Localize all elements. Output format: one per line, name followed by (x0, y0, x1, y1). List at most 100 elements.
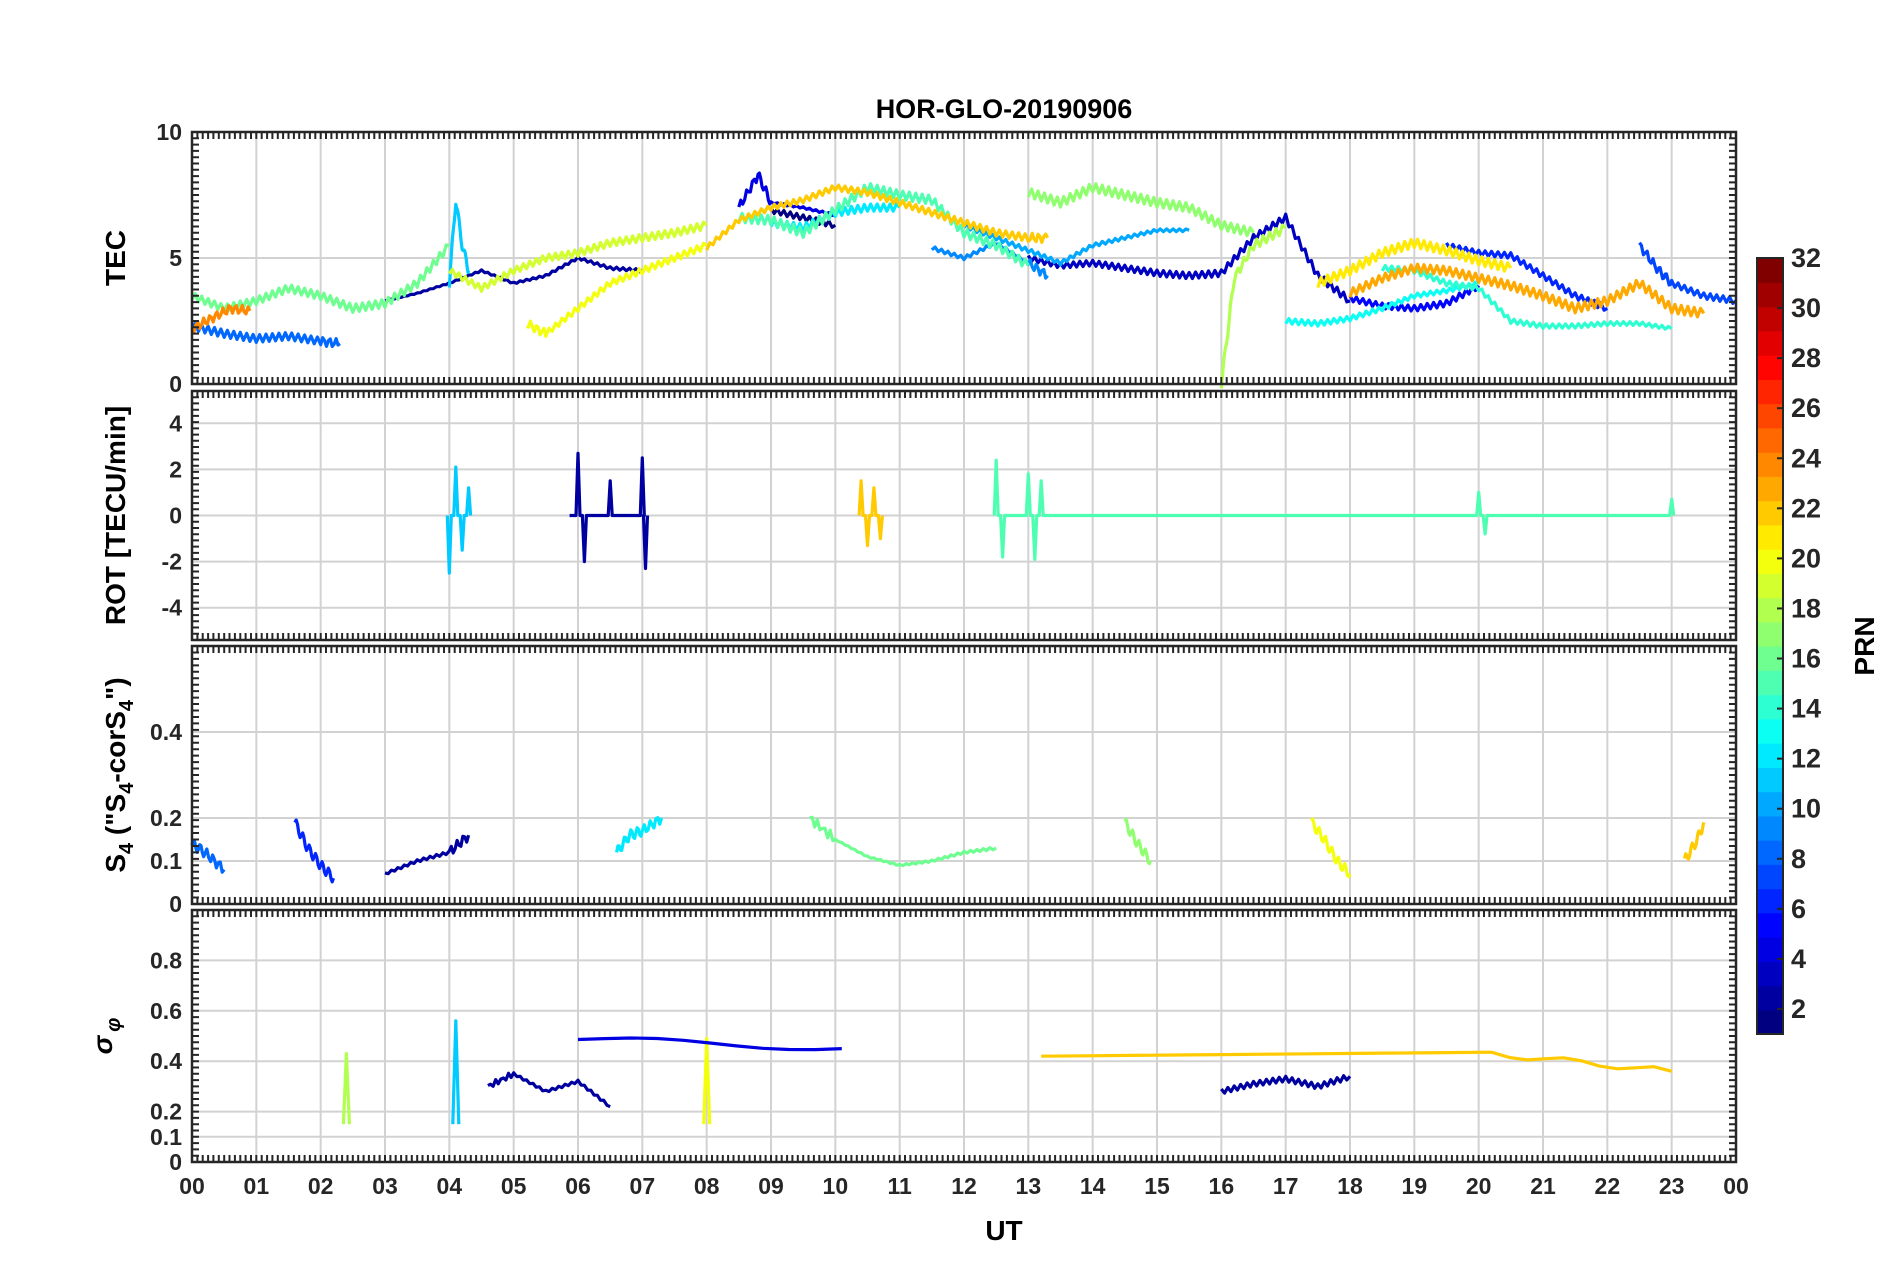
colorbar-cell (1757, 670, 1783, 696)
colorbar-cell (1757, 258, 1783, 283)
colorbar-cell (1757, 573, 1783, 599)
panel-s4: 0 0.1 0.2 0.4 S4 ("S4-corS4") (100, 644, 1738, 917)
series-tec-prn-7-6 (1638, 241, 1738, 305)
colorbar-tick-label: 2 (1791, 994, 1806, 1024)
panel-rot: -4 -2 0 2 4 ROT [TECU/min] (100, 389, 1738, 642)
series-rot-prn-22-3 (857, 479, 884, 548)
colorbar-tick-label: 30 (1791, 293, 1821, 323)
series-tec-prn-19-18 (448, 220, 708, 293)
y-axis-label-sigma: σφ (87, 1018, 125, 1055)
colorbar-cell (1757, 597, 1783, 623)
y-tick-label-sigma: 0.6 (150, 998, 182, 1024)
x-tick-label: 07 (630, 1173, 656, 1199)
colorbar-cell (1757, 379, 1783, 405)
series-tec-prn-17-16 (1026, 182, 1255, 238)
series-s4-prn-8-2 (190, 838, 226, 874)
series-s4-prn-12-3 (615, 816, 664, 853)
y-tick-label-tec: 0 (169, 371, 182, 397)
colorbar-tick-label: 26 (1791, 393, 1821, 423)
series-sigma-prn-20-4 (702, 1036, 712, 1125)
series-tec-prn-5-4 (1348, 284, 1481, 313)
colorbar-cell (1757, 791, 1783, 817)
colorbar-cell (1757, 694, 1783, 720)
y-tick-label-s4: 0.4 (150, 719, 182, 745)
x-tick-label: 19 (1402, 1173, 1428, 1199)
colorbar-cell (1757, 355, 1783, 380)
colorbar-cell (1757, 718, 1783, 744)
series-s4-prn-20-6 (1310, 817, 1352, 879)
y-minor-ticks-tec (192, 131, 1736, 385)
y-tick-label-rot: 2 (169, 456, 182, 482)
series-tec-prn-18-17 (1219, 223, 1287, 389)
x-tick-label: 00 (179, 1173, 205, 1199)
series-tec-prn-1-0 (769, 206, 837, 229)
minor-ticks-s4 (191, 646, 1737, 904)
y-axis-label-s4: S4 ("S4-corS4") (100, 677, 138, 872)
x-tick-label: 06 (565, 1173, 591, 1199)
colorbar-tick-label: 10 (1791, 794, 1821, 824)
colorbar-cell (1757, 330, 1783, 356)
colorbar-cell (1757, 476, 1783, 502)
series-tec-prn-6-5 (1445, 242, 1609, 312)
series-tec-prn-24-23 (190, 303, 252, 334)
series-sigma-prn-2-1 (1220, 1074, 1352, 1095)
x-tick-label: 03 (372, 1173, 398, 1199)
colorbar-frame (1756, 257, 1784, 1035)
colorbar-cell (1757, 549, 1783, 574)
y-tick-label-rot: 0 (169, 503, 182, 529)
series-tec-prn-23-22 (1348, 262, 1706, 319)
colorbar-cell (1757, 621, 1783, 647)
colorbar-tick-label: 28 (1791, 343, 1821, 373)
x-tick-label: 20 (1466, 1173, 1492, 1199)
x-tick-label: 21 (1530, 1173, 1556, 1199)
y-minor-ticks-s4 (192, 645, 1736, 905)
colorbar-tick-label: 32 (1791, 243, 1821, 273)
series-s4-prn-6-1 (293, 818, 336, 884)
series-tec-prn-10-9 (962, 222, 1190, 267)
colorbar-cell (1757, 912, 1783, 938)
series-tec-prn-3-2 (1026, 212, 1351, 304)
colorbar-tick-label: 14 (1791, 694, 1821, 724)
panel-tec: 0 5 10 TEC (100, 119, 1738, 397)
colorbar-tick-label: 20 (1791, 543, 1821, 573)
series-sigma-prn-4-5 (577, 1036, 842, 1052)
series-s4-prn-22-7 (1682, 821, 1706, 861)
colorbar-cell (1757, 961, 1783, 987)
colorbar-cell (1757, 524, 1783, 550)
x-tick-label: 01 (244, 1173, 270, 1199)
series-tec-prn-8-7 (190, 321, 341, 349)
x-tick-label: 16 (1209, 1173, 1235, 1199)
y-tick-label-tec: 10 (156, 119, 182, 145)
series-tec-prn-16-15 (190, 243, 450, 314)
colorbar-tick-label: 24 (1791, 443, 1821, 473)
x-tick-label: 12 (951, 1173, 977, 1199)
minor-ticks-tec (191, 132, 1737, 384)
colorbar-label: PRN (1849, 616, 1880, 675)
x-tick-label: 22 (1595, 1173, 1621, 1199)
y-minor-ticks-rot (192, 390, 1736, 641)
colorbar-cell (1757, 985, 1783, 1011)
series-tec-prn-4-3 (737, 171, 836, 217)
y-tick-label-s4: 0.2 (150, 805, 182, 831)
y-tick-label-sigma: 0.1 (150, 1124, 182, 1150)
y-tick-label-sigma: 0.8 (150, 947, 182, 973)
y-minor-ticks-sigma (192, 909, 1736, 1163)
series-rot-prn-11-1 (445, 465, 473, 575)
series-s4-prn-16-4 (809, 815, 997, 868)
x-tick-label: 14 (1080, 1173, 1106, 1199)
series-rot-prn-15-2 (992, 458, 1676, 561)
series-tec-prn-14-13 (1380, 263, 1673, 331)
colorbar-cell (1757, 840, 1783, 865)
x-tick-label: 15 (1144, 1173, 1170, 1199)
series-sigma-prn-18-3 (341, 1052, 351, 1125)
series-tec-prn-22-21 (705, 183, 1050, 251)
y-tick-label-sigma: 0 (169, 1149, 182, 1175)
x-tick-label: 05 (501, 1173, 527, 1199)
series-s4-prn-2-0 (384, 834, 471, 876)
colorbar-cell (1757, 306, 1783, 332)
x-tick-label: 18 (1337, 1173, 1363, 1199)
x-tick-label: 13 (1016, 1173, 1042, 1199)
colorbar-tick-label: 8 (1791, 844, 1806, 874)
series-tec-prn-2-1 (384, 255, 643, 303)
